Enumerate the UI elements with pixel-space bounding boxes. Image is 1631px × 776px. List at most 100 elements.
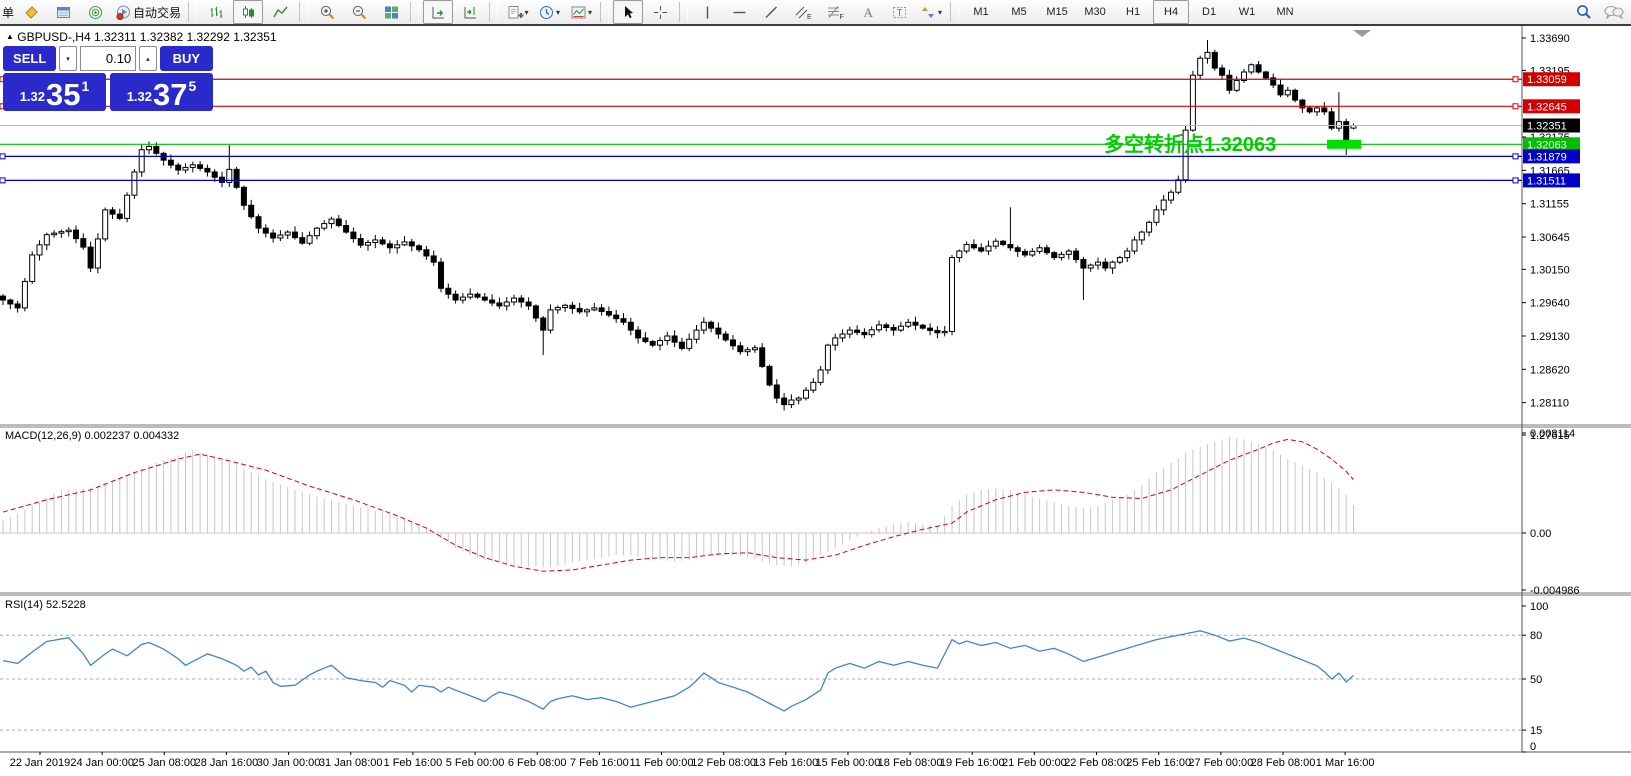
vertical-line-icon: [706, 6, 708, 18]
turning-point-annotation: 多空转折点1.32063: [1104, 134, 1277, 156]
candlestick-series[interactable]: [0, 39, 1357, 411]
scroll-end-triangle-icon[interactable]: [1353, 30, 1371, 37]
tab-mn[interactable]: MN: [1276, 6, 1294, 18]
arrows-icon: [922, 6, 935, 18]
svg-text:19 Feb 16:00: 19 Feb 16:00: [940, 757, 1005, 769]
market-watch-button[interactable]: [48, 0, 78, 24]
rsi-axis[interactable]: 100 80 50 15 0: [1522, 601, 1548, 753]
macd-histogram: [0, 436, 1522, 568]
svg-text:1.28620: 1.28620: [1530, 364, 1570, 376]
chart-canvas[interactable]: 1.336901.331951.321751.316651.311551.306…: [0, 26, 1631, 776]
horizontal-level-lines[interactable]: [0, 76, 1522, 184]
zoom-in-button[interactable]: [312, 0, 342, 24]
periods-button[interactable]: ▾: [534, 0, 564, 24]
svg-text:28 Jan 16:00: 28 Jan 16:00: [195, 757, 259, 769]
arrows-button[interactable]: ▾: [916, 0, 946, 24]
templates-button[interactable]: ▾: [566, 0, 596, 24]
buy-price-button[interactable]: 1.32 37 5: [110, 73, 213, 111]
toolbar-separator: [950, 2, 960, 22]
svg-text:1.29130: 1.29130: [1530, 331, 1570, 343]
sell-button[interactable]: SELL: [3, 46, 57, 71]
svg-text:1.33690: 1.33690: [1530, 33, 1570, 45]
autotrade-button[interactable]: 自动交易: [112, 0, 184, 24]
tab-h4[interactable]: H4: [1153, 0, 1190, 24]
tab-w1[interactable]: W1: [1238, 6, 1256, 18]
fibonacci-button[interactable]: F: [820, 0, 850, 24]
buy-button[interactable]: BUY: [159, 46, 213, 71]
crosshair-icon: [653, 5, 667, 19]
trendline-button[interactable]: [756, 0, 786, 24]
candle-chart-button[interactable]: [233, 0, 264, 24]
toolbar-separator: [679, 2, 689, 22]
auto-scroll-button[interactable]: [423, 0, 454, 24]
volume-input[interactable]: 0.10: [79, 46, 137, 71]
text-label-button[interactable]: T: [884, 0, 914, 24]
svg-text:22 Jan 2019: 22 Jan 2019: [10, 757, 71, 769]
pane-separators[interactable]: [0, 26, 1631, 753]
toolbar-separator: [410, 2, 420, 22]
chart-shift-button[interactable]: [455, 0, 485, 24]
svg-text:15: 15: [1530, 725, 1542, 737]
new-order-button[interactable]: [16, 0, 46, 24]
tile-windows-button[interactable]: [376, 0, 406, 24]
svg-text:1 Mar 16:00: 1 Mar 16:00: [1316, 757, 1375, 769]
toolbar-separator: [299, 2, 309, 22]
tab-m1[interactable]: M1: [973, 6, 989, 18]
sell-price-button[interactable]: 1.32 35 1: [3, 73, 106, 111]
horizontal-line-icon: [733, 11, 746, 13]
signal-icon: [88, 5, 102, 19]
svg-text:12 Feb 08:00: 12 Feb 08:00: [691, 757, 756, 769]
chat-icon[interactable]: [1603, 3, 1625, 21]
signal-button[interactable]: [80, 0, 110, 24]
crosshair-button[interactable]: [645, 0, 675, 24]
auto-scroll-icon: [432, 6, 444, 18]
volume-down-stepper[interactable]: ▾: [59, 46, 77, 71]
text-button[interactable]: A: [852, 0, 882, 24]
bar-chart-button[interactable]: [201, 0, 231, 24]
svg-text:E: E: [807, 14, 812, 21]
tab-m15[interactable]: M15: [1046, 6, 1068, 18]
line-chart-button[interactable]: [265, 0, 295, 24]
buy-price-pip: 5: [188, 78, 197, 94]
svg-text:1.33059: 1.33059: [1527, 74, 1567, 86]
equidistant-channel-button[interactable]: E: [788, 0, 818, 24]
cursor-button[interactable]: [613, 0, 644, 24]
svg-text:13 Feb 16:00: 13 Feb 16:00: [753, 757, 818, 769]
tab-m5[interactable]: M5: [1011, 6, 1027, 18]
indicators-button[interactable]: ▾: [502, 0, 532, 24]
horizontal-line-button[interactable]: [724, 0, 754, 24]
buy-price-prefix: 1.32: [126, 89, 153, 104]
svg-text:30 Jan 00:00: 30 Jan 00:00: [257, 757, 321, 769]
tab-h1[interactable]: H1: [1126, 6, 1141, 18]
trade-panel-price-row: 1.32 35 1 1.32 37 5: [3, 73, 213, 111]
macd-axis[interactable]: 0.008114 0.00 -0.004986: [1522, 428, 1580, 597]
svg-text:T: T: [896, 8, 902, 19]
svg-text:0: 0: [1530, 741, 1536, 753]
indicators-caret: ▾: [524, 7, 529, 17]
arrows-caret: ▾: [938, 7, 943, 17]
toolbar-separator: [600, 2, 610, 22]
svg-text:1.28110: 1.28110: [1530, 398, 1569, 410]
tab-m30[interactable]: M30: [1084, 6, 1106, 18]
truncated-menu-label: 单: [2, 5, 15, 20]
equidistant-channel-icon: E: [795, 6, 812, 21]
line-chart-icon: [272, 6, 288, 17]
svg-text:22 Feb 08:00: 22 Feb 08:00: [1064, 757, 1129, 769]
zoom-out-button[interactable]: [344, 0, 374, 24]
volume-up-stepper[interactable]: ▴: [139, 46, 157, 71]
autotrade-label: 自动交易: [133, 5, 182, 20]
price-axis[interactable]: 1.336901.331951.321751.316651.311551.306…: [1522, 33, 1580, 442]
svg-text:6 Feb 08:00: 6 Feb 08:00: [508, 757, 567, 769]
tab-d1[interactable]: D1: [1202, 6, 1217, 18]
search-icon[interactable]: [1575, 3, 1593, 21]
zoom-out-icon: [352, 5, 366, 19]
svg-text:27 Feb 00:00: 27 Feb 00:00: [1188, 757, 1253, 769]
one-click-trade-panel: SELL ▾ 0.10 ▴ BUY 1.32 35 1 1.32 37 5: [3, 46, 213, 111]
tile-windows-icon: [384, 6, 398, 18]
svg-text:1.30150: 1.30150: [1530, 264, 1570, 276]
chart-window[interactable]: 1.336901.331951.321751.316651.311551.306…: [0, 26, 1631, 776]
vertical-line-button[interactable]: [692, 0, 722, 24]
svg-text:0.00: 0.00: [1530, 528, 1551, 540]
